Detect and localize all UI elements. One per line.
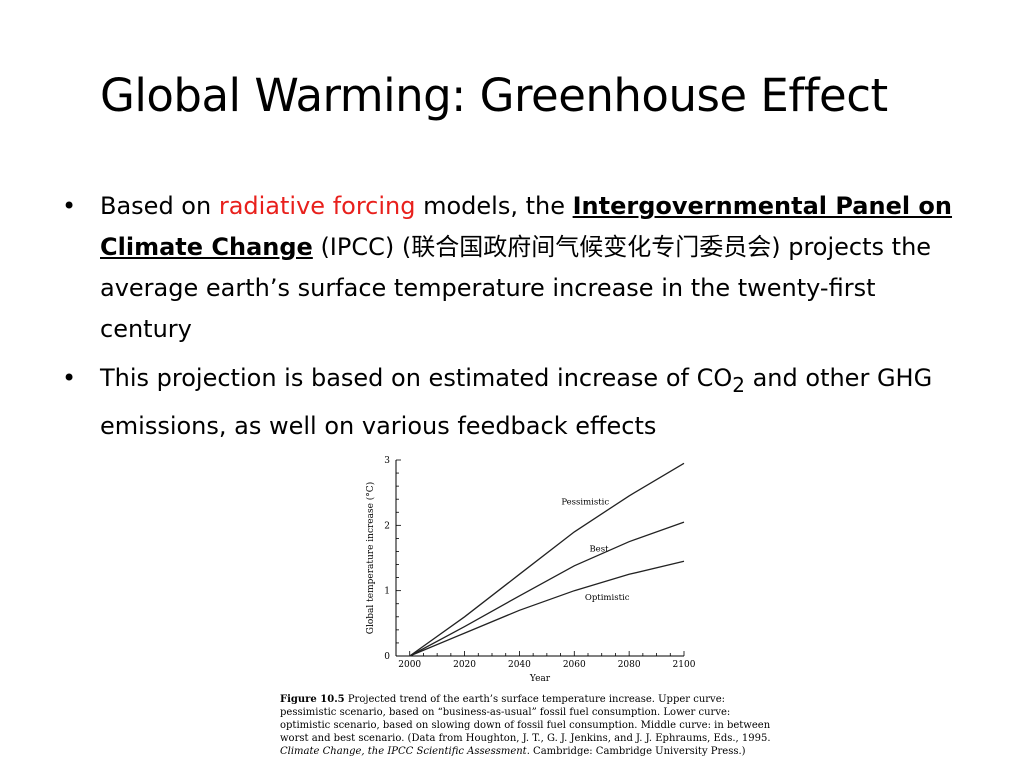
bullet-dot-icon: •	[62, 192, 77, 220]
series-label: Best	[589, 544, 609, 554]
chinese-name: 联合国政府间气候变化专门委员会	[411, 233, 772, 261]
slide-title: Global Warming: Greenhouse Effect	[100, 69, 888, 122]
x-axis-label: Year	[529, 674, 551, 684]
bullet-text: models, the	[415, 192, 573, 220]
caption-text: Projected trend of the earth’s surface t…	[280, 694, 771, 744]
bullet-item: • This projection is based on estimated …	[62, 358, 972, 447]
caption-text: . Cambridge: Cambridge University Press.…	[526, 746, 746, 757]
bullet-text: and other GHG emissions, as well on vari…	[100, 364, 933, 440]
x-tick-label: 2000	[398, 660, 421, 670]
y-axis-label: Global temperature increase (°C)	[365, 482, 376, 634]
x-tick-label: 2060	[563, 660, 586, 670]
caption-figure-id: Figure 10.5	[280, 694, 345, 705]
temperature-chart: 0 1 2 3 2000 2020 2040 2060 2080 2100 Year Global t…	[346, 450, 706, 690]
caption-italic: Climate Change, the IPCC Scientific Asse…	[280, 746, 527, 757]
radiative-forcing-term: radiative forcing	[218, 192, 416, 220]
x-tick-label: 2040	[508, 660, 531, 670]
bullet-text: Based on	[100, 192, 219, 220]
y-tick-label: 2	[384, 521, 390, 531]
subscript: 2	[732, 372, 745, 397]
figure-caption: Figure 10.5 Projected trend of the earth…	[280, 693, 780, 758]
x-tick-label: 2100	[673, 660, 696, 670]
y-tick-label: 1	[384, 587, 390, 597]
bullet-text: ) projects the average earth’s surface t…	[100, 233, 932, 343]
bullet-text: (IPCC) (	[312, 233, 412, 261]
series-label: Optimistic	[585, 593, 630, 603]
series-label: Pessimistic	[561, 497, 609, 507]
x-tick-label: 2020	[453, 660, 476, 670]
series-line-pessimistic	[409, 462, 685, 657]
bullet-item: • Based on radiative forcing models, the…	[62, 186, 972, 350]
bullet-list: • Based on radiative forcing models, the…	[62, 186, 972, 455]
x-tick-label: 2080	[618, 660, 641, 670]
ipcc-link[interactable]: Intergovernmental Panel on Climate Chang…	[100, 192, 953, 261]
y-tick-label: 3	[384, 456, 390, 466]
bullet-text: This projection is based on estimated in…	[100, 364, 733, 392]
y-tick-label: 0	[384, 652, 390, 662]
chart-svg: 0 1 2 3 2000 2020 2040 2060 2080 2100 Year Global t…	[365, 456, 696, 684]
series-line-optimistic	[409, 560, 685, 657]
series-line-best	[409, 521, 685, 657]
bullet-dot-icon: •	[62, 364, 77, 392]
